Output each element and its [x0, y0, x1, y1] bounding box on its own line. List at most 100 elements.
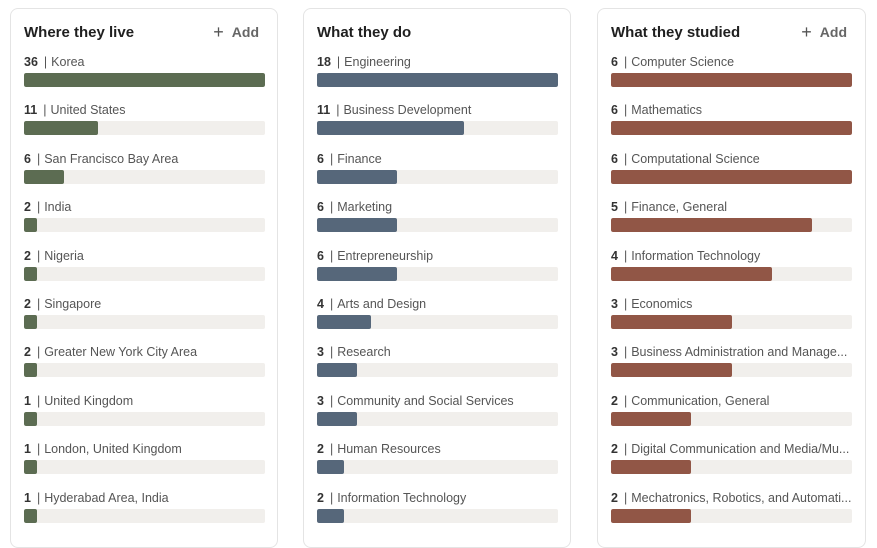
- bar-fill: [611, 121, 852, 136]
- bar-track: [317, 508, 558, 523]
- bar-fill: [317, 218, 398, 233]
- list-item[interactable]: 11 | United States: [24, 101, 265, 149]
- list-item[interactable]: 2 | Nigeria: [24, 247, 265, 295]
- add-location-button[interactable]: + Add: [213, 23, 259, 41]
- row-count: 6: [317, 151, 324, 166]
- list-item[interactable]: 6 | Mathematics: [611, 101, 852, 149]
- bar-track: [317, 460, 558, 475]
- row-label: 18 | Engineering: [317, 55, 558, 69]
- row-label: 4 | Information Technology: [611, 249, 852, 263]
- list-item[interactable]: 6 | Computer Science: [611, 53, 852, 101]
- row-label: 2 | Digital Communication and Media/Mu...: [611, 442, 852, 456]
- list-item[interactable]: 2 | Communication, General: [611, 392, 852, 440]
- list-item[interactable]: 4 | Information Technology: [611, 247, 852, 295]
- row-separator: |: [623, 393, 628, 408]
- card-header: Where they live + Add: [24, 21, 259, 43]
- row-label: 4 | Arts and Design: [317, 297, 558, 311]
- row-count: 2: [24, 200, 31, 215]
- row-name: Finance: [337, 151, 382, 166]
- list-item[interactable]: 6 | San Francisco Bay Area: [24, 150, 265, 198]
- row-separator: |: [43, 55, 48, 69]
- list-item[interactable]: 1 | United Kingdom: [24, 392, 265, 440]
- row-name: Research: [337, 345, 391, 360]
- row-label: 2 | Nigeria: [24, 249, 265, 263]
- list-item[interactable]: 3 | Research: [317, 343, 558, 391]
- list-item[interactable]: 18 | Engineering: [317, 53, 558, 101]
- row-count: 6: [611, 55, 618, 69]
- bar-fill: [317, 460, 344, 475]
- card-what-they-studied: What they studied + Add 6 | Computer Scien…: [597, 8, 866, 548]
- row-label: 2 | Singapore: [24, 297, 265, 311]
- row-name: Arts and Design: [337, 296, 427, 311]
- row-separator: |: [329, 200, 334, 215]
- list-item[interactable]: 6 | Finance: [317, 150, 558, 198]
- list-item[interactable]: 2 | Singapore: [24, 295, 265, 343]
- row-label: 2 | Communication, General: [611, 394, 852, 408]
- row-name: Entrepreneurship: [337, 248, 434, 263]
- row-separator: |: [623, 151, 628, 166]
- card-header: What they do: [317, 21, 552, 43]
- list-item[interactable]: 2 | Information Technology: [317, 489, 558, 537]
- row-label: 6 | San Francisco Bay Area: [24, 152, 265, 166]
- list-item[interactable]: 3 | Business Administration and Manage...: [611, 343, 852, 391]
- row-separator: |: [329, 442, 334, 457]
- list-item[interactable]: 2 | Human Resources: [317, 440, 558, 488]
- row-label: 2 | Information Technology: [317, 491, 558, 505]
- bar-track: [24, 460, 265, 475]
- row-name: Greater New York City Area: [44, 345, 198, 360]
- list-item[interactable]: 4 | Arts and Design: [317, 295, 558, 343]
- list-item[interactable]: 6 | Marketing: [317, 198, 558, 246]
- list-item[interactable]: 2 | Mechatronics, Robotics, and Automati..…: [611, 489, 852, 537]
- list-item[interactable]: 1 | Hyderabad Area, India: [24, 489, 265, 537]
- bar-fill: [611, 73, 852, 87]
- row-label: 1 | United Kingdom: [24, 394, 265, 408]
- bar-fill: [24, 314, 38, 329]
- list-item[interactable]: 11 | Business Development: [317, 101, 558, 149]
- row-label: 5 | Finance, General: [611, 200, 852, 214]
- bar-fill: [317, 169, 398, 184]
- list-item[interactable]: 3 | Community and Social Services: [317, 392, 558, 440]
- row-count: 6: [611, 103, 618, 118]
- list-item[interactable]: 6 | Entrepreneurship: [317, 247, 558, 295]
- list-item[interactable]: 2 | Greater New York City Area: [24, 343, 265, 391]
- row-label: 11 | Business Development: [317, 103, 558, 117]
- row-name: London, United Kingdom: [44, 442, 182, 457]
- list-item[interactable]: 1 | London, United Kingdom: [24, 440, 265, 488]
- add-study-button[interactable]: + Add: [801, 23, 847, 41]
- row-name: San Francisco Bay Area: [44, 151, 179, 166]
- row-name: Economics: [631, 296, 693, 311]
- row-separator: |: [336, 103, 340, 118]
- row-count: 2: [611, 490, 618, 505]
- plus-icon: +: [213, 22, 224, 42]
- card-header: What they studied + Add: [611, 21, 847, 43]
- bar-fill: [611, 314, 732, 329]
- row-separator: |: [329, 393, 334, 408]
- bar-track: [611, 411, 852, 426]
- bar-fill: [317, 73, 558, 87]
- row-label: 1 | London, United Kingdom: [24, 442, 265, 456]
- bar-track: [24, 363, 265, 378]
- row-label: 3 | Research: [317, 345, 558, 359]
- row-label: 6 | Finance: [317, 152, 558, 166]
- list-item[interactable]: 36 | Korea: [24, 53, 265, 101]
- row-name: Singapore: [44, 296, 102, 311]
- row-count: 11: [24, 103, 38, 118]
- bar-track: [24, 121, 265, 136]
- row-name: Marketing: [337, 200, 393, 215]
- bar-fill: [611, 266, 772, 281]
- row-count: 6: [24, 151, 31, 166]
- bar-fill: [24, 169, 65, 184]
- list-item[interactable]: 3 | Economics: [611, 295, 852, 343]
- list-item[interactable]: 2 | Digital Communication and Media/Mu...: [611, 440, 852, 488]
- list-item[interactable]: 6 | Computational Science: [611, 150, 852, 198]
- list-item[interactable]: 5 | Finance, General: [611, 198, 852, 246]
- list-item[interactable]: 2 | India: [24, 198, 265, 246]
- row-label: 3 | Economics: [611, 297, 852, 311]
- card-what-they-do: What they do 18 | Engineering 11 | Business D…: [303, 8, 571, 548]
- bar-track: [24, 218, 265, 233]
- row-count: 3: [317, 345, 324, 360]
- row-separator: |: [336, 55, 341, 69]
- row-label: 6 | Mathematics: [611, 103, 852, 117]
- bar-fill: [24, 218, 38, 233]
- row-separator: |: [623, 248, 628, 263]
